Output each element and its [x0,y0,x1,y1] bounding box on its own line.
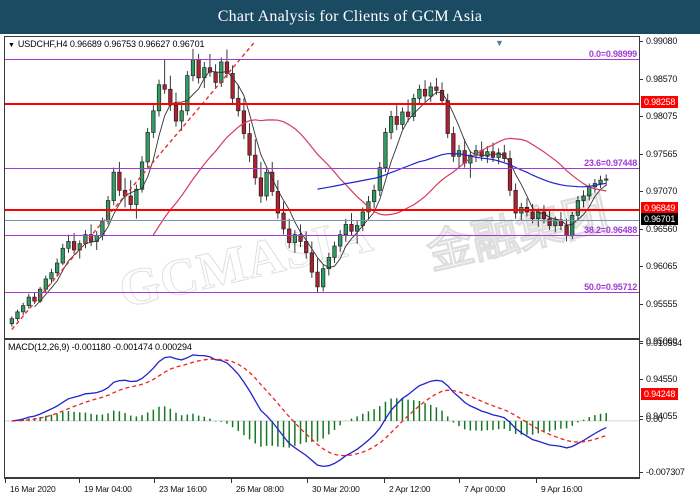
symbol-header[interactable]: ▼ USDCHF,H4 0.96689 0.96753 0.96627 0.967… [8,39,204,49]
fibonacci-label: 50.0=0.95712 [584,282,637,292]
time-axis-label: 9 Apr 16:00 [535,478,583,494]
current-price-line [5,220,639,221]
pane-collapse-icon[interactable]: ▼ [495,38,504,48]
chart-frame: GCMASIA 金融集团 0.0=0.98999 23.6=0.97448 38.2… [0,34,700,500]
time-axis-label: 30 Mar 20:00 [307,478,360,494]
price-axis-tick: 0.96560 [640,224,677,234]
macd-axis-tick: 0.00 [640,414,663,424]
macd-pane[interactable]: GCM GLOBAL CAPITAL MARKETS MACD(12,26,9)… [4,339,640,478]
time-axis[interactable]: 16 Mar 2020 19 Mar 04:00 23 Mar 16:00 26 Ma… [4,478,640,500]
fibonacci-label: 23.6=0.97448 [584,158,637,168]
price-axis-tick: 0.98075 [640,111,677,121]
page-title: Chart Analysis for Clients of GCM Asia [217,8,483,25]
fibonacci-label: 38.2=0.96488 [584,225,637,235]
current-price-badge: 0.96701 [641,213,679,225]
time-axis-label: 19 Mar 04:00 [79,478,132,494]
price-axis[interactable]: 0.99080 0.98570 0.98075 0.97565 0.97070 0.965… [640,36,700,421]
fibonacci-line[interactable] [5,292,639,293]
level-price-badge: 0.98258 [641,96,679,108]
price-plot-area[interactable]: GCMASIA 金融集团 0.0=0.98999 23.6=0.97448 38.2… [5,37,639,338]
fibonacci-line[interactable] [5,59,639,60]
macd-axis[interactable]: 0.010554 0.00 -0.007307 [640,338,700,478]
price-axis-tick: 0.94550 [640,374,677,384]
price-axis-tick: 0.97565 [640,149,677,159]
fibonacci-label: 0.0=0.98999 [588,49,637,59]
price-pane[interactable]: GCMASIA 金融集团 0.0=0.98999 23.6=0.97448 38.2… [4,36,640,339]
fibonacci-line[interactable] [5,168,639,169]
time-axis-label: 2 Apr 12:00 [383,478,431,494]
price-axis-tick: 0.94055 [640,411,677,421]
level-price-badge: 0.96849 [641,202,679,214]
price-axis-tick: 0.95555 [640,299,677,309]
macd-axis-tick: 0.010554 [640,338,682,348]
symbol-header-label: USDCHF,H4 0.96689 0.96753 0.96627 0.9670… [17,39,205,49]
time-axis-label: 7 Apr 00:00 [458,478,506,494]
macd-plot-area[interactable]: GCM GLOBAL CAPITAL MARKETS [5,340,639,477]
time-axis-label: 26 Mar 08:00 [231,478,284,494]
support-resistance-line[interactable] [5,209,639,211]
macd-series [5,354,639,468]
support-resistance-line[interactable] [5,103,639,105]
chevron-down-icon[interactable]: ▼ [8,42,15,49]
time-axis-label: 16 Mar 2020 [5,478,56,494]
price-axis-tick: 0.96065 [640,261,677,271]
candlestick-series [9,40,609,330]
price-axis-tick: 0.95060 [640,336,677,346]
price-axis-tick: 0.99080 [640,36,677,46]
price-axis-tick: 0.97070 [640,186,677,196]
macd-header: MACD(12,26,9) -0.001180 -0.001474 0.0002… [8,342,192,352]
fibonacci-line[interactable] [5,235,639,236]
time-axis-label: 23 Mar 16:00 [154,478,207,494]
macd-axis-tick: -0.007307 [640,467,685,477]
price-axis-tick: 0.98570 [640,74,677,84]
title-bar: Chart Analysis for Clients of GCM Asia [0,0,700,34]
level-price-badge: 0.94248 [641,388,679,400]
